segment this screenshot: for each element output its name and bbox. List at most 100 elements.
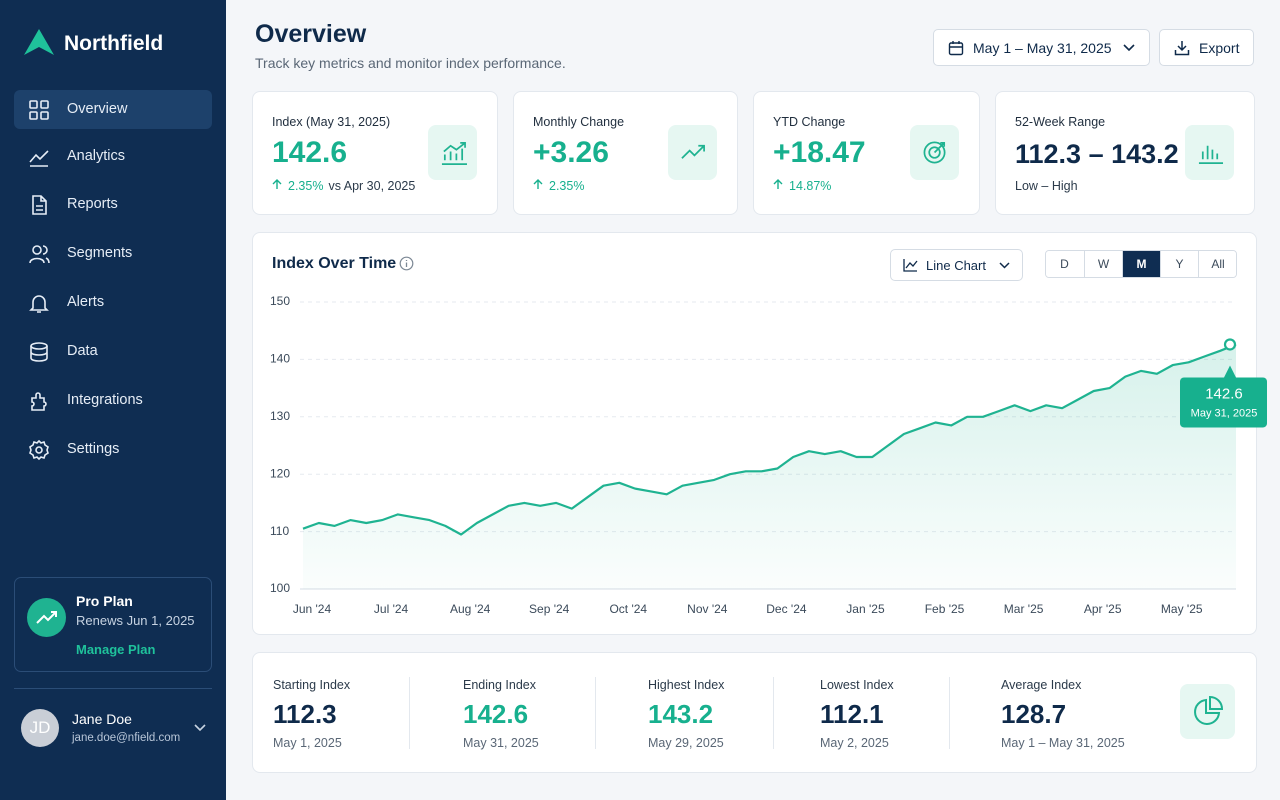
end-point [1223, 338, 1237, 351]
summary-date: May 29, 2025 [648, 736, 724, 750]
summary-card: Starting Index 112.3 May 1, 2025 Ending Ind… [252, 652, 1257, 773]
kpi-card: YTD Change +18.47 14.87% [753, 91, 980, 215]
summary-value: 112.3 [273, 699, 337, 729]
summary-icon [1180, 684, 1235, 739]
nav-label: Overview [67, 101, 128, 117]
kpi-icon [668, 125, 717, 180]
nav-label: Data [67, 343, 98, 359]
x-tick-label: Dec '24 [766, 602, 807, 616]
summary-date: May 2, 2025 [820, 736, 889, 750]
x-tick-label: Oct '24 [609, 602, 647, 616]
plan-icon [27, 598, 66, 637]
kpi-note: vs Apr 30, 2025 [328, 179, 416, 193]
chart: 100 110 120 130 140 150 Jun '24 Jul '24 Aug '24 S… [270, 294, 1267, 616]
chart-type-label: Line Chart [926, 258, 986, 273]
kpi-note: Low – High [1015, 179, 1078, 193]
x-tick-label: Jan '25 [846, 602, 885, 616]
kpi-value: +3.26 [533, 136, 609, 169]
kpi-change: 14.87% [773, 179, 831, 193]
summary-date: May 1, 2025 [273, 736, 342, 750]
chart-type-menu[interactable]: Line Chart [890, 249, 1023, 281]
y-tick-label: 110 [270, 524, 289, 538]
nav-label: Segments [67, 245, 133, 261]
nav-item[interactable]: Analytics [14, 137, 212, 176]
y-tick-label: 140 [270, 352, 290, 366]
kpi-icon [1185, 125, 1234, 180]
summary-label: Lowest Index [820, 678, 894, 692]
y-tick-label: 130 [270, 409, 290, 423]
nav-label: Settings [67, 441, 120, 457]
nav-label: Integrations [67, 392, 143, 408]
x-tick-label: Aug '24 [450, 602, 491, 616]
page-subtitle: Track key metrics and monitor index perf… [255, 55, 566, 71]
plan-name: Pro Plan [76, 593, 133, 609]
divider [949, 677, 950, 749]
chart-title: Index Over Time [272, 255, 397, 272]
summary-label: Highest Index [648, 678, 725, 692]
kpi-value: 142.6 [272, 136, 348, 169]
kpi-change: 2.35% [533, 179, 584, 193]
nav-item[interactable]: Integrations [14, 381, 212, 420]
range-option[interactable]: All [1198, 251, 1236, 277]
nav-label: Analytics [67, 148, 126, 164]
tooltip-pointer [1224, 365, 1236, 378]
x-tick-label: May '25 [1161, 602, 1203, 616]
date-range-button[interactable]: May 1 – May 31, 2025 [933, 29, 1150, 66]
nav-label: Reports [67, 196, 118, 212]
plan-card: Pro Plan Renews Jun 1, 2025 Manage Plan [14, 577, 212, 672]
kpi-label: Index (May 31, 2025) [272, 115, 391, 129]
nav-item[interactable]: Alerts [14, 283, 212, 322]
kpi-value: 112.3 – 143.2 [1015, 139, 1179, 169]
divider [409, 677, 410, 749]
summary-value: 142.6 [463, 699, 529, 729]
logo [24, 29, 54, 55]
x-tick-label: Jun '24 [293, 602, 332, 616]
nav-item[interactable]: Settings [14, 430, 212, 469]
divider [773, 677, 774, 749]
tooltip-date: May 31, 2025 [1191, 407, 1258, 419]
range-option[interactable]: Y [1160, 251, 1198, 277]
tooltip-value: 142.6 [1205, 385, 1243, 402]
user-menu[interactable] [194, 723, 206, 733]
brand: Northfield [64, 32, 164, 55]
divider [595, 677, 596, 749]
kpi-change-value: 2.35% [288, 179, 324, 193]
export-label: Export [1199, 40, 1240, 56]
tooltip [1180, 377, 1267, 428]
range-option[interactable]: W [1084, 251, 1122, 277]
page-title: Overview [255, 20, 367, 48]
summary-label: Average Index [1001, 678, 1082, 692]
x-tick-label: Apr '25 [1084, 602, 1122, 616]
nav-item[interactable]: Segments [14, 234, 212, 273]
manage-plan[interactable]: Manage Plan [76, 642, 156, 657]
kpi-label: 52-Week Range [1015, 115, 1106, 129]
nav-item[interactable]: Overview [14, 90, 212, 129]
y-tick-label: 100 [270, 581, 290, 595]
nav-item[interactable]: Data [14, 332, 212, 371]
kpi-change: 2.35% vs Apr 30, 2025 [272, 179, 415, 193]
user-name: Jane Doe [72, 711, 132, 727]
nav-item[interactable]: Reports [14, 185, 212, 224]
kpi-label: Monthly Change [533, 115, 625, 129]
plan-renews: Renews Jun 1, 2025 [76, 613, 195, 628]
range-option[interactable]: D [1046, 251, 1083, 277]
nav-label: Alerts [67, 294, 105, 310]
kpi-card: Monthly Change +3.26 2.35% [513, 91, 738, 215]
y-tick-label: 150 [270, 294, 290, 308]
x-tick-label: Sep '24 [529, 602, 570, 616]
kpi-change-value: 14.87% [789, 179, 832, 193]
range-option[interactable]: M [1122, 251, 1160, 277]
kpi-change-value: 2.35% [549, 179, 585, 193]
x-tick-label: Nov '24 [687, 602, 728, 616]
x-tick-label: Jul '24 [374, 602, 409, 616]
kpi-icon [428, 125, 477, 180]
kpi-label: YTD Change [773, 115, 846, 129]
info-icon[interactable] [399, 256, 414, 271]
summary-value: 112.1 [820, 699, 884, 729]
date-range: May 1 – May 31, 2025 [973, 40, 1112, 56]
area [303, 344, 1236, 589]
x-tick-label: Mar '25 [1004, 602, 1044, 616]
kpi-change: Low – High [1015, 179, 1078, 193]
export-button[interactable]: Export [1159, 29, 1254, 66]
